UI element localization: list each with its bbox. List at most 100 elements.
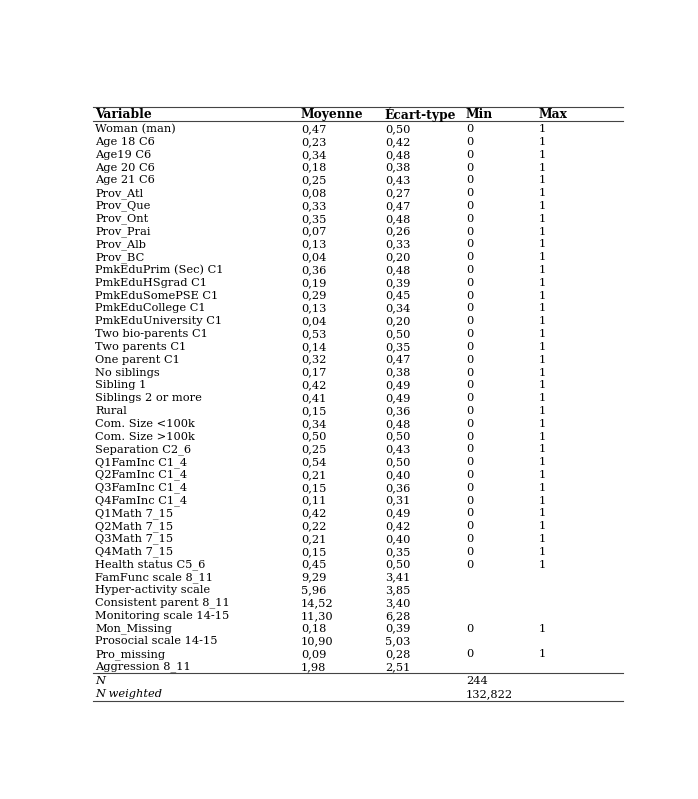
Text: 1,98: 1,98 (301, 662, 326, 672)
Text: Age 20 C6: Age 20 C6 (96, 163, 155, 173)
Text: 0: 0 (466, 329, 473, 339)
Text: 0,50: 0,50 (301, 431, 326, 442)
Text: 1: 1 (539, 240, 547, 249)
Text: 0: 0 (466, 176, 473, 185)
Text: 0: 0 (466, 623, 473, 634)
Text: Variable: Variable (96, 109, 152, 121)
Text: 0,09: 0,09 (301, 650, 326, 659)
Text: Prosocial scale 14-15: Prosocial scale 14-15 (96, 636, 218, 646)
Text: 0,11: 0,11 (301, 495, 326, 506)
Text: Monitoring scale 14-15: Monitoring scale 14-15 (96, 610, 230, 621)
Text: 244: 244 (466, 676, 488, 686)
Text: 0,36: 0,36 (385, 483, 410, 493)
Text: 0: 0 (466, 419, 473, 429)
Text: Q4FamInc C1_4: Q4FamInc C1_4 (96, 495, 188, 506)
Text: Q2FamInc C1_4: Q2FamInc C1_4 (96, 470, 188, 480)
Text: 0,41: 0,41 (301, 393, 326, 403)
Text: Separation C2_6: Separation C2_6 (96, 444, 191, 455)
Text: 14,52: 14,52 (301, 598, 334, 608)
Text: 1: 1 (539, 380, 547, 391)
Text: 0: 0 (466, 534, 473, 544)
Text: 1: 1 (539, 444, 547, 455)
Text: 1: 1 (539, 650, 547, 659)
Text: Q2Math 7_15: Q2Math 7_15 (96, 521, 174, 531)
Text: 0,39: 0,39 (385, 623, 410, 634)
Text: 0: 0 (466, 240, 473, 249)
Text: Woman (man): Woman (man) (96, 124, 176, 134)
Text: 0: 0 (466, 547, 473, 557)
Text: Siblings 2 or more: Siblings 2 or more (96, 393, 202, 403)
Text: N: N (96, 676, 105, 686)
Text: 0: 0 (466, 406, 473, 416)
Text: 0,50: 0,50 (385, 457, 410, 467)
Text: 0,42: 0,42 (385, 137, 410, 147)
Text: 1: 1 (539, 393, 547, 403)
Text: 0: 0 (466, 124, 473, 134)
Text: 2,51: 2,51 (385, 662, 410, 672)
Text: 0,47: 0,47 (301, 124, 326, 134)
Text: Écart-type: Écart-type (385, 107, 456, 122)
Text: 0: 0 (466, 650, 473, 659)
Text: Age19 C6: Age19 C6 (96, 150, 151, 160)
Text: 0,45: 0,45 (301, 559, 326, 570)
Text: 1: 1 (539, 278, 547, 288)
Text: 1: 1 (539, 470, 547, 480)
Text: 0,04: 0,04 (301, 252, 326, 262)
Text: 1: 1 (539, 457, 547, 467)
Text: 0: 0 (466, 342, 473, 352)
Text: Health status C5_6: Health status C5_6 (96, 559, 206, 570)
Text: 0: 0 (466, 431, 473, 442)
Text: 0,35: 0,35 (385, 342, 410, 352)
Text: 0,31: 0,31 (385, 495, 410, 506)
Text: 0,53: 0,53 (301, 329, 326, 339)
Text: One parent C1: One parent C1 (96, 355, 180, 364)
Text: 0,47: 0,47 (385, 201, 410, 211)
Text: 0: 0 (466, 316, 473, 326)
Text: 1: 1 (539, 227, 547, 237)
Text: 1: 1 (539, 534, 547, 544)
Text: 0,50: 0,50 (385, 124, 410, 134)
Text: 0: 0 (466, 495, 473, 506)
Text: 0,04: 0,04 (301, 316, 326, 326)
Text: 0: 0 (466, 201, 473, 211)
Text: Com. Size <100k: Com. Size <100k (96, 419, 195, 429)
Text: 0,07: 0,07 (301, 227, 326, 237)
Text: 11,30: 11,30 (301, 610, 334, 621)
Text: 1: 1 (539, 124, 547, 134)
Text: 0,18: 0,18 (301, 623, 326, 634)
Text: Max: Max (539, 109, 567, 121)
Text: 0,18: 0,18 (301, 163, 326, 173)
Text: 0: 0 (466, 457, 473, 467)
Text: 0,49: 0,49 (385, 380, 410, 391)
Text: 0: 0 (466, 304, 473, 313)
Text: Pro_missing: Pro_missing (96, 649, 165, 659)
Text: 0: 0 (466, 559, 473, 570)
Text: Mon_Missing: Mon_Missing (96, 623, 172, 634)
Text: 0: 0 (466, 393, 473, 403)
Text: PmkEduUniversity C1: PmkEduUniversity C1 (96, 316, 223, 326)
Text: 0,13: 0,13 (301, 304, 326, 313)
Text: 0: 0 (466, 470, 473, 480)
Text: 1: 1 (539, 163, 547, 173)
Text: Aggression 8_11: Aggression 8_11 (96, 662, 191, 673)
Text: 1: 1 (539, 483, 547, 493)
Text: 0,39: 0,39 (385, 278, 410, 288)
Text: Age 18 C6: Age 18 C6 (96, 137, 155, 147)
Text: 1: 1 (539, 368, 547, 377)
Text: 5,03: 5,03 (385, 636, 410, 646)
Text: 0,34: 0,34 (301, 419, 326, 429)
Text: Prov_Prai: Prov_Prai (96, 226, 151, 237)
Text: PmkEduSomePSE C1: PmkEduSomePSE C1 (96, 291, 218, 300)
Text: 0,34: 0,34 (301, 150, 326, 160)
Text: Q3FamInc C1_4: Q3FamInc C1_4 (96, 483, 188, 493)
Text: 1: 1 (539, 329, 547, 339)
Text: 0: 0 (466, 150, 473, 160)
Text: 1: 1 (539, 495, 547, 506)
Text: 0: 0 (466, 265, 473, 275)
Text: No siblings: No siblings (96, 368, 160, 377)
Text: PmkEduCollege C1: PmkEduCollege C1 (96, 304, 206, 313)
Text: 0,50: 0,50 (385, 431, 410, 442)
Text: 3,40: 3,40 (385, 598, 410, 608)
Text: 1: 1 (539, 137, 547, 147)
Text: 0,40: 0,40 (385, 534, 410, 544)
